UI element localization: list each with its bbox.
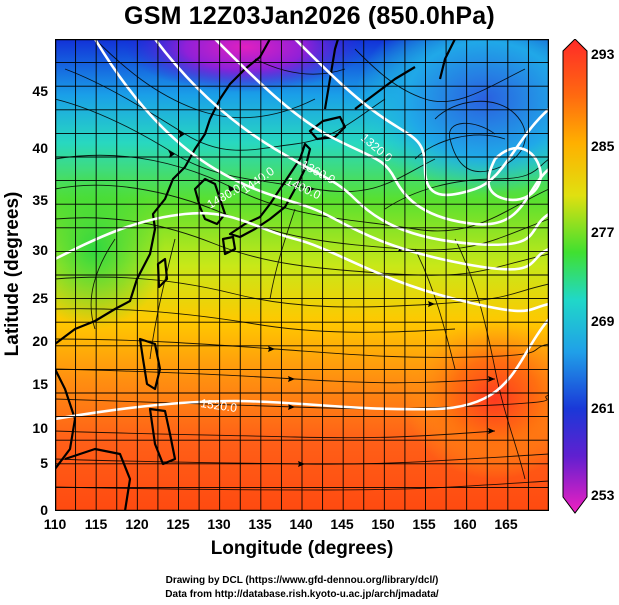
- wind-streamlines: [55, 39, 549, 491]
- coast-sakhalin: [323, 39, 340, 110]
- credit-line-dcl: Drawing by DCL (https://www.gfd-dennou.o…: [165, 575, 439, 586]
- colorbar-tick-label: 293: [591, 46, 615, 62]
- coast-borneo: [64, 447, 132, 511]
- height-contours: [55, 39, 549, 421]
- x-tick-label: 155: [412, 516, 436, 532]
- x-axis-label: Longitude (degrees): [210, 538, 394, 559]
- colorbar-tick-label: 285: [591, 138, 615, 154]
- x-tick-label: 125: [166, 516, 190, 532]
- chart-title: GSM 12Z03Jan2026 (850.0hPa): [124, 2, 495, 30]
- colorbar-tick-label: 277: [591, 224, 615, 240]
- contour-label-1520: 1520.0: [200, 396, 239, 415]
- warm-region-east: [405, 319, 549, 479]
- y-tick-label: 5: [40, 455, 48, 471]
- x-tick-label: 145: [330, 516, 354, 532]
- contour-1320: [294, 39, 549, 197]
- coast-luzon: [138, 337, 162, 391]
- x-tick-label: 160: [453, 516, 477, 532]
- y-tick-label: 10: [32, 420, 48, 436]
- x-tick-label: 150: [371, 516, 395, 532]
- y-tick-label: 45: [32, 83, 48, 99]
- coast-philippines-south: [148, 407, 177, 466]
- y-tick-label: 40: [32, 140, 48, 156]
- y-tick-label: 25: [32, 290, 48, 306]
- cold-core-purple: [125, 39, 365, 92]
- y-tick-label: 0: [40, 502, 48, 518]
- contour-1360: [214, 39, 549, 226]
- contour-1520-inner: [487, 146, 543, 202]
- y-tick-label: 30: [32, 242, 48, 258]
- x-tick-label: 130: [207, 516, 231, 532]
- y-tick-label: 20: [32, 333, 48, 349]
- weather-map: 1320.0 1360.0 1400.0 1440.0 1480.0 1520.…: [55, 39, 549, 511]
- coast-taiwan: [156, 257, 169, 289]
- contour-1400: [153, 39, 549, 247]
- y-tick-label: 15: [32, 376, 48, 392]
- credit-line-data-source: Data from http://database.rish.kyoto-u.a…: [165, 589, 439, 600]
- colorbar-tick-label: 261: [591, 400, 615, 416]
- colorbar: [562, 39, 588, 514]
- x-tick-label: 110: [43, 516, 67, 532]
- colorbar-body: [562, 39, 588, 514]
- colorbar-tick-label: 269: [591, 313, 615, 329]
- coast-kyushu: [221, 235, 237, 256]
- y-tick-label: 35: [32, 192, 48, 208]
- map-plot-area: 1320.0 1360.0 1400.0 1440.0 1480.0 1520.…: [55, 39, 549, 511]
- coast-indochina: [55, 368, 77, 470]
- contour-1440: [93, 39, 549, 271]
- coast-kamchatka: [438, 39, 456, 80]
- colorbar-tick-label: 253: [591, 487, 615, 503]
- x-tick-label: 115: [84, 516, 108, 532]
- coast-honshu: [228, 142, 312, 239]
- x-tick-label: 135: [248, 516, 272, 532]
- contour-1480: [55, 211, 549, 313]
- x-tick-label: 140: [289, 516, 313, 532]
- x-tick-label: 120: [125, 516, 149, 532]
- lat-lon-grid: [55, 39, 549, 511]
- x-tick-label: 165: [494, 516, 518, 532]
- plot-frame: [55, 39, 549, 511]
